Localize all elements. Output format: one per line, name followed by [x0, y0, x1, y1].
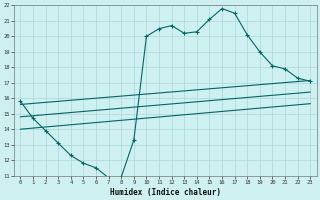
X-axis label: Humidex (Indice chaleur): Humidex (Indice chaleur) — [110, 188, 221, 197]
